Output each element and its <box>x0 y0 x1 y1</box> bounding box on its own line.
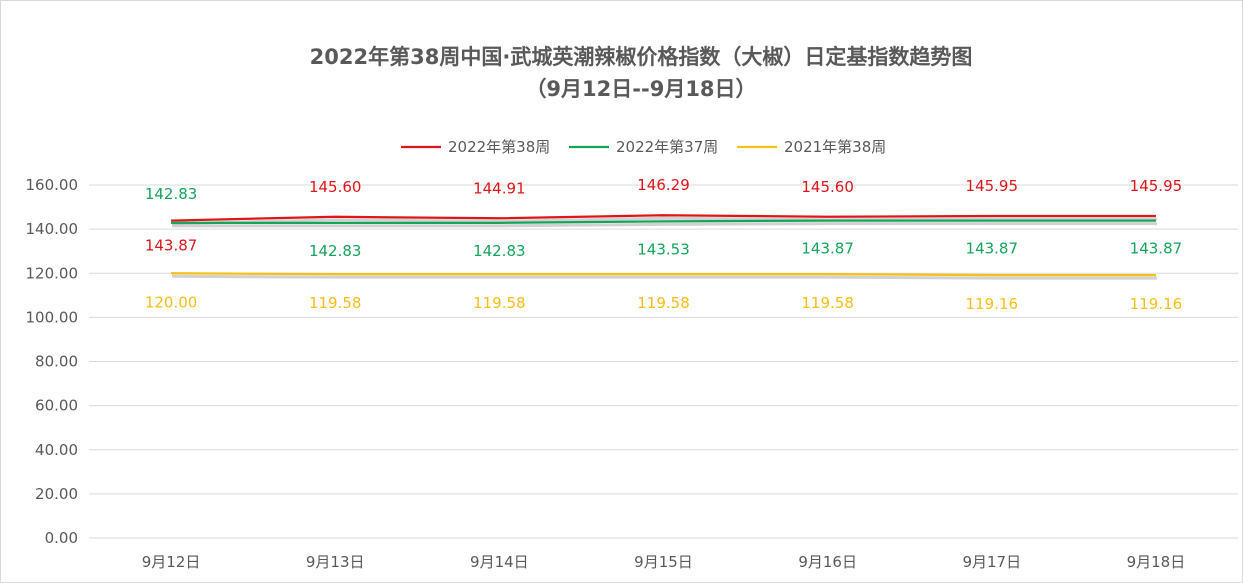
y-tick-label: 0.00 <box>45 529 78 547</box>
x-tick-label: 9月15日 <box>634 553 693 571</box>
data-label: 143.87 <box>1130 240 1183 258</box>
data-label: 142.83 <box>309 242 362 260</box>
x-tick-label: 9月12日 <box>142 553 201 571</box>
data-label: 145.95 <box>1130 177 1183 195</box>
series-shadow <box>172 274 1157 280</box>
y-tick-label: 40.00 <box>35 441 78 459</box>
data-label: 119.16 <box>1130 295 1183 313</box>
y-tick-label: 80.00 <box>35 353 78 371</box>
x-tick-label: 9月14日 <box>470 553 529 571</box>
y-axis-ticks: 0.00 20.00 40.00 60.00 80.00 100.00 120.00 140.… <box>26 176 79 547</box>
legend-label: 2021年第38周 <box>784 138 886 156</box>
y-tick-label: 160.00 <box>26 176 79 194</box>
x-tick-label: 9月16日 <box>798 553 857 571</box>
series-line-0 <box>171 214 1156 222</box>
x-axis-ticks: 9月12日 9月13日 9月14日 9月15日 9月16日 9月17日 9月18日 <box>142 553 1185 571</box>
data-label: 120.00 <box>145 293 198 311</box>
data-label: 142.83 <box>473 242 526 260</box>
series-lines <box>171 214 1157 280</box>
data-label: 143.53 <box>637 240 690 258</box>
x-tick-label: 9月17日 <box>962 553 1021 571</box>
data-label: 143.87 <box>966 240 1019 258</box>
y-tick-label: 20.00 <box>35 485 78 503</box>
data-labels: 143.87 145.60 144.91 146.29 145.60 145.95 145.… <box>145 176 1182 313</box>
series-line-2 <box>171 272 1156 277</box>
data-label: 119.58 <box>473 294 526 312</box>
data-label: 145.95 <box>966 177 1019 195</box>
y-tick-label: 100.00 <box>26 308 79 326</box>
series-shadow <box>172 222 1157 228</box>
legend-label: 2022年第37周 <box>616 138 718 156</box>
y-tick-label: 140.00 <box>26 220 79 238</box>
data-label: 143.87 <box>801 240 854 258</box>
data-label: 145.60 <box>309 178 362 196</box>
data-label: 119.58 <box>637 294 690 312</box>
data-label: 143.87 <box>145 237 198 255</box>
y-tick-label: 60.00 <box>35 397 78 415</box>
x-tick-label: 9月13日 <box>306 553 365 571</box>
legend-label: 2022年第38周 <box>448 138 550 156</box>
data-label: 119.58 <box>309 294 362 312</box>
x-tick-label: 9月18日 <box>1127 553 1186 571</box>
y-tick-label: 120.00 <box>26 264 79 282</box>
series-line-1 <box>171 219 1156 225</box>
data-label: 119.58 <box>801 294 854 312</box>
data-label: 144.91 <box>473 179 526 197</box>
data-label: 146.29 <box>637 176 690 194</box>
chart-title-line2: （9月12日--9月18日） <box>525 77 756 101</box>
data-label: 145.60 <box>801 178 854 196</box>
series-shadow <box>172 216 1157 226</box>
data-label: 119.16 <box>966 295 1019 313</box>
legend: 2022年第38周 2022年第37周 2021年第38周 <box>401 138 886 156</box>
data-label: 142.83 <box>145 185 198 203</box>
chart-title-line1: 2022年第38周中国·武城英潮辣椒价格指数（大椒）日定基指数趋势图 <box>310 45 973 69</box>
gridlines <box>89 184 1238 539</box>
